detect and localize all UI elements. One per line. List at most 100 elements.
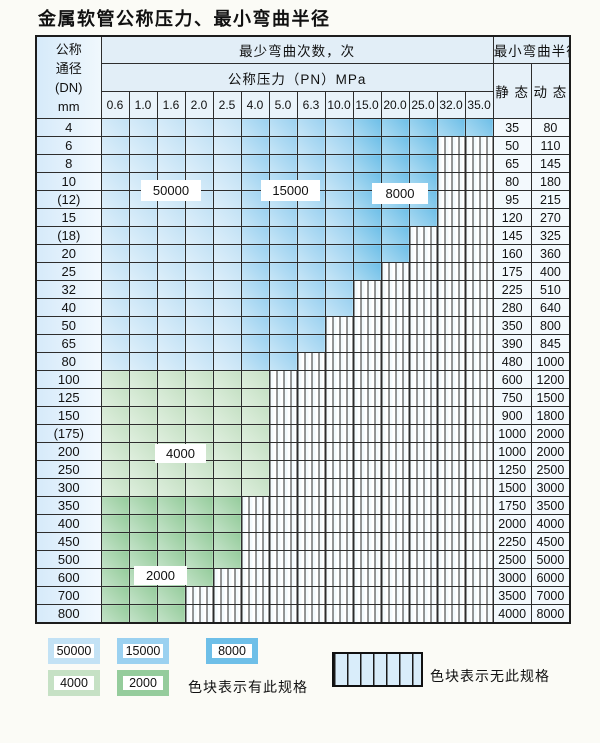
no-spec-cell <box>352 586 382 605</box>
no-spec-cell <box>212 604 242 624</box>
spec-cell <box>212 388 242 407</box>
table-row: 80 480 1000 <box>35 352 571 371</box>
no-spec-cell <box>408 316 438 335</box>
spec-cell <box>212 208 242 227</box>
no-spec-cell <box>212 586 242 605</box>
table-row: 25 175 400 <box>35 262 571 281</box>
spec-cell <box>100 478 130 497</box>
spec-cell <box>212 226 242 245</box>
spec-cell <box>324 208 354 227</box>
no-spec-cell <box>352 316 382 335</box>
no-spec-cell <box>240 586 270 605</box>
spec-cell <box>212 352 242 371</box>
spec-cell <box>268 208 298 227</box>
dynamic-radius-cell: 8000 <box>530 604 571 624</box>
no-spec-cell <box>408 334 438 353</box>
dynamic-radius-cell: 400 <box>530 262 571 281</box>
no-spec-cell <box>324 496 354 515</box>
dn-header: 公称 通径 (DN) mm <box>35 35 102 119</box>
spec-cell <box>212 334 242 353</box>
no-spec-cell <box>436 496 466 515</box>
legend-swatch-50000: 50000 <box>48 638 100 664</box>
no-spec-cell <box>352 406 382 425</box>
spec-cell <box>240 406 270 425</box>
spec-cell <box>184 568 214 587</box>
table-row: 8 65 145 <box>35 154 571 173</box>
dynamic-radius-cell: 510 <box>530 280 571 299</box>
spec-cell <box>184 136 214 155</box>
no-spec-cell <box>464 586 494 605</box>
no-spec-cell <box>352 280 382 299</box>
no-spec-cell <box>380 262 410 281</box>
spec-cell <box>240 442 270 461</box>
spec-cell <box>100 244 130 263</box>
spec-cell <box>212 496 242 515</box>
no-spec-cell <box>324 460 354 479</box>
spec-cell <box>128 586 158 605</box>
spec-cell <box>100 136 130 155</box>
spec-cell <box>184 334 214 353</box>
spec-cell <box>296 334 326 353</box>
no-spec-cell <box>464 316 494 335</box>
spec-cell <box>128 136 158 155</box>
spec-cell <box>184 424 214 443</box>
no-spec-cell <box>296 370 326 389</box>
no-spec-cell <box>324 586 354 605</box>
spec-cell <box>184 532 214 551</box>
dynamic-radius-cell: 5000 <box>530 550 571 569</box>
spec-cell <box>240 460 270 479</box>
no-spec-cell <box>268 424 298 443</box>
spec-cell <box>268 262 298 281</box>
no-spec-cell <box>240 550 270 569</box>
dn-cell: 10 <box>35 172 102 191</box>
no-spec-cell <box>352 424 382 443</box>
no-spec-cell <box>408 388 438 407</box>
dn-header-line: (DN) <box>55 79 83 95</box>
spec-cell <box>408 118 438 137</box>
pressure-col-header: 15.0 <box>352 91 382 119</box>
table-row: 400 2000 4000 <box>35 514 571 533</box>
spec-cell <box>128 496 158 515</box>
spec-cell <box>184 226 214 245</box>
spec-cell <box>128 280 158 299</box>
table-row: 200 1000 2000 <box>35 442 571 461</box>
spec-cell <box>240 352 270 371</box>
spec-cell <box>128 208 158 227</box>
no-spec-cell <box>324 406 354 425</box>
pressure-col-header: 2.0 <box>184 91 214 119</box>
spec-cell <box>128 460 158 479</box>
spec-cell <box>352 136 382 155</box>
dn-cell: (12) <box>35 190 102 209</box>
no-spec-cell <box>436 604 466 624</box>
spec-cell <box>352 118 382 137</box>
dn-cell: 600 <box>35 568 102 587</box>
table-row: 300 1500 3000 <box>35 478 571 497</box>
spec-cell <box>128 316 158 335</box>
table-row: (18) 145 325 <box>35 226 571 245</box>
no-spec-cell <box>380 298 410 317</box>
table-row: 350 1750 3500 <box>35 496 571 515</box>
no-spec-cell <box>464 514 494 533</box>
legend-has-spec-text: 色块表示有此规格 <box>188 679 308 695</box>
legend-swatch-15000: 15000 <box>117 638 169 664</box>
table-row: 50 350 800 <box>35 316 571 335</box>
no-spec-cell <box>436 226 466 245</box>
no-spec-cell <box>436 244 466 263</box>
spec-cell <box>128 370 158 389</box>
spec-cell <box>128 424 158 443</box>
no-spec-cell <box>464 478 494 497</box>
no-spec-cell <box>436 334 466 353</box>
static-radius-cell: 2250 <box>492 532 532 551</box>
spec-cell <box>240 226 270 245</box>
table-row: 6 50 110 <box>35 136 571 155</box>
dynamic-radius-cell: 1200 <box>530 370 571 389</box>
spec-cell <box>156 496 186 515</box>
no-spec-cell <box>408 532 438 551</box>
spec-cell <box>324 226 354 245</box>
no-spec-cell <box>324 478 354 497</box>
spec-cell <box>100 370 130 389</box>
no-spec-cell <box>436 280 466 299</box>
spec-cell <box>296 208 326 227</box>
spec-cell <box>212 298 242 317</box>
